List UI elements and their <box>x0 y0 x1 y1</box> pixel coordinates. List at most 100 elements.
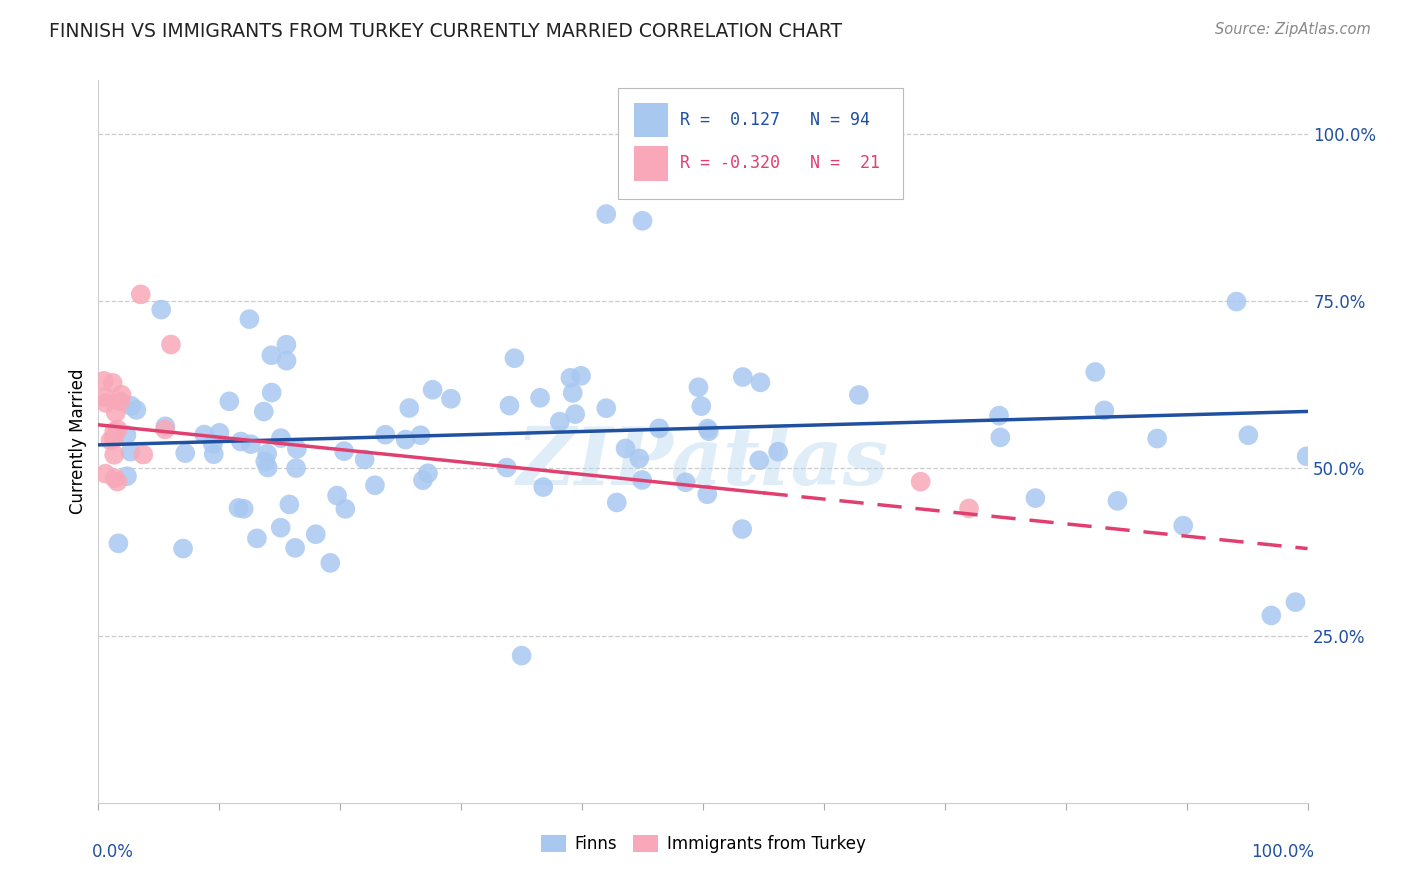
Point <box>174 446 197 460</box>
Point <box>595 401 617 416</box>
Point <box>1225 294 1247 309</box>
Point <box>988 409 1011 423</box>
Point <box>748 453 770 467</box>
Point <box>440 392 463 406</box>
Point <box>256 447 278 461</box>
Point <box>416 467 439 481</box>
Point <box>422 383 444 397</box>
Point <box>1237 428 1260 442</box>
Point <box>107 422 129 436</box>
Point <box>110 394 132 409</box>
Point <box>848 388 870 402</box>
Point <box>353 452 375 467</box>
Point <box>561 386 583 401</box>
Point <box>374 427 396 442</box>
Point <box>104 471 127 485</box>
Point <box>110 388 132 402</box>
Point <box>398 401 420 415</box>
Point <box>1084 365 1107 379</box>
Point <box>1173 518 1195 533</box>
Point <box>93 374 115 388</box>
Point <box>731 522 754 536</box>
Point <box>132 448 155 462</box>
Point <box>100 434 122 448</box>
Text: R = -0.320   N =  21: R = -0.320 N = 21 <box>681 154 880 172</box>
Point <box>120 399 142 413</box>
Text: Source: ZipAtlas.com: Source: ZipAtlas.com <box>1215 22 1371 37</box>
Point <box>631 214 654 228</box>
Point <box>531 480 554 494</box>
Point <box>232 501 254 516</box>
Point <box>696 487 718 501</box>
Point <box>228 500 250 515</box>
Point <box>238 312 260 326</box>
Point <box>731 370 754 384</box>
Point <box>125 403 148 417</box>
Point <box>564 407 586 421</box>
Point <box>910 475 932 489</box>
Point <box>548 415 571 429</box>
Point <box>1024 491 1046 505</box>
Point <box>276 337 298 351</box>
Point <box>229 434 252 449</box>
FancyBboxPatch shape <box>619 87 903 200</box>
FancyBboxPatch shape <box>634 103 668 137</box>
Point <box>202 447 225 461</box>
Point <box>115 428 138 442</box>
Point <box>697 424 720 438</box>
Point <box>160 337 183 351</box>
Point <box>495 460 517 475</box>
Point <box>560 371 582 385</box>
Point <box>510 648 533 663</box>
Point <box>260 348 283 362</box>
Point <box>208 425 231 440</box>
Legend: Finns, Immigrants from Turkey: Finns, Immigrants from Turkey <box>534 828 872 860</box>
Point <box>498 399 520 413</box>
Point <box>675 475 697 490</box>
Point <box>129 287 152 301</box>
Point <box>256 460 278 475</box>
Point <box>172 541 194 556</box>
Point <box>218 394 240 409</box>
Point <box>254 455 277 469</box>
Point <box>614 442 637 456</box>
Point <box>749 376 772 390</box>
Point <box>270 431 292 445</box>
Point <box>103 425 125 439</box>
Point <box>1092 403 1115 417</box>
Y-axis label: Currently Married: Currently Married <box>69 368 87 515</box>
Point <box>412 473 434 487</box>
Point <box>253 404 276 418</box>
Point <box>766 444 789 458</box>
Point <box>260 385 283 400</box>
Point <box>246 532 269 546</box>
Point <box>276 353 298 368</box>
Point <box>957 501 980 516</box>
Point <box>201 437 224 451</box>
Point <box>120 444 142 458</box>
Text: R =  0.127   N = 94: R = 0.127 N = 94 <box>681 111 870 129</box>
FancyBboxPatch shape <box>634 146 668 181</box>
Point <box>529 391 551 405</box>
Point <box>688 380 710 394</box>
Point <box>1260 608 1282 623</box>
Text: FINNISH VS IMMIGRANTS FROM TURKEY CURRENTLY MARRIED CORRELATION CHART: FINNISH VS IMMIGRANTS FROM TURKEY CURREN… <box>49 22 842 41</box>
Point <box>696 421 718 435</box>
Point <box>93 390 115 404</box>
Point <box>628 451 651 466</box>
Point <box>988 430 1011 444</box>
Point <box>606 495 628 509</box>
Point <box>285 442 308 456</box>
Point <box>105 475 128 489</box>
Point <box>1107 494 1129 508</box>
Point <box>305 527 328 541</box>
Point <box>115 469 138 483</box>
Point <box>278 498 301 512</box>
Point <box>94 396 117 410</box>
Point <box>103 448 125 462</box>
Point <box>103 433 125 447</box>
Point <box>107 536 129 550</box>
Point <box>409 428 432 442</box>
Text: ZIPatlas: ZIPatlas <box>517 425 889 502</box>
Point <box>284 541 307 555</box>
